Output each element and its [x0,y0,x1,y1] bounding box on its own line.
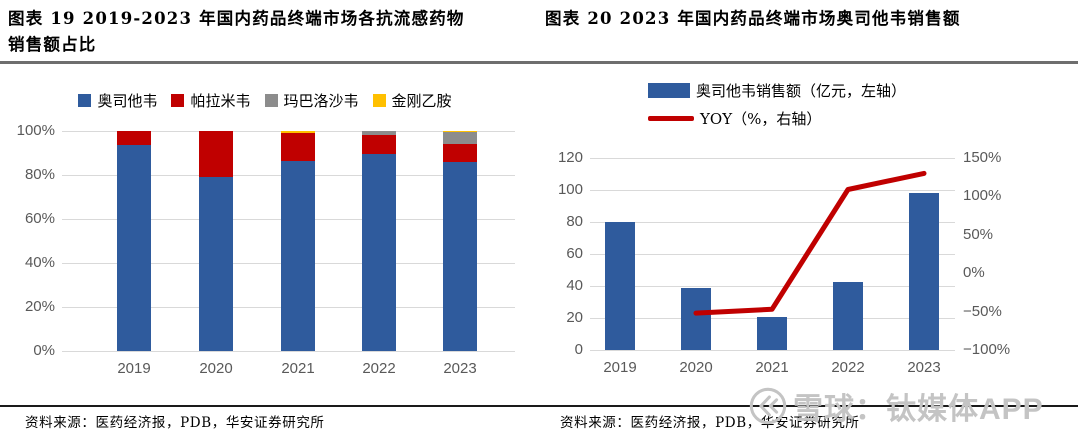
stacked-bar-segment-帕拉米韦 [117,131,151,146]
right-y-axis-tick-label: 50% [963,225,994,243]
legend-line-swatch-icon [648,116,694,121]
sales-bar [681,288,711,350]
gridline [590,157,955,159]
left-y-axis-tick-label: 0 [574,341,583,358]
stacked-bar-segment-帕拉米韦 [362,135,396,155]
x-axis-label: 2021 [281,360,315,377]
x-axis-label: 2023 [443,360,477,377]
legend-bar-swatch-icon [648,83,690,98]
left-y-axis-tick-label: 100 [557,181,583,198]
stacked-bar-segment-帕拉米韦 [281,132,315,161]
legend-item: YOY（%，右轴） [648,108,821,129]
figure20-legend: 奥司他韦销售额（亿元，左轴） YOY（%，右轴） [648,80,906,129]
x-axis-label: 2020 [679,359,713,376]
legend-item: 奥司他韦销售额（亿元，左轴） [648,80,906,101]
x-axis-label: 2019 [117,360,151,377]
left-y-axis-tick-label: 120 [557,149,583,166]
legend-item: 帕拉米韦 [171,90,251,111]
figure20-source: 资料来源：医药经济报，PDB，华安证券研究所 [560,415,860,431]
left-y-axis-tick-label: 60 [566,245,583,262]
y-axis-tick-label: 80% [24,166,55,183]
x-axis-label: 2020 [199,360,233,377]
right-y-axis-tick-label: −100% [963,341,1011,358]
left-y-axis-tick-label: 20 [566,309,583,326]
stacked-bar-segment-玛巴洛沙韦 [443,132,477,145]
stacked-bar-segment-奥司他韦 [199,177,233,351]
stacked-bar-segment-奥司他韦 [117,145,151,351]
figure19-stacked-bar-chart: 0% 20% 40% 60% 80% 100% 2019 2020 2021 2022 2023 [15,120,515,385]
figure20-bar-line-chart: 0 20 40 60 80 100 120 150% 100% 50% 0% −50% −100% 201… [545,149,1078,390]
right-y-axis-tick-label: 100% [963,187,1002,205]
legend-label: YOY（%，右轴） [700,110,822,128]
figure20-title: 图表 20 2023 年国内药品终端市场奥司他韦销售额 [545,9,961,28]
gridline [590,221,955,223]
y-axis-tick-label: 60% [24,210,55,227]
yoy-line [693,170,927,316]
watermark: 雪球：钛媒体APP [748,384,1044,428]
sales-bar [833,281,863,350]
y-axis-tick-label: 100% [16,122,55,139]
legend-label: 金刚乙胺 [391,92,452,110]
stacked-bar-segment-金刚乙胺 [443,131,477,133]
legend-swatch-icon [372,94,386,107]
title-divider-rule [0,61,1078,64]
stacked-bar-segment-帕拉米韦 [443,144,477,162]
stacked-bar-segment-奥司他韦 [443,161,477,351]
left-y-axis-tick-label: 40 [566,277,583,294]
y-axis-tick-label: 40% [24,254,55,271]
gridline [590,349,955,351]
x-axis-label: 2023 [907,359,941,376]
right-y-axis-tick-label: 150% [963,149,1002,166]
sales-bar [909,193,939,350]
figure19-legend: 奥司他韦 帕拉米韦 玛巴洛沙韦 金刚乙胺 [15,90,515,111]
right-y-axis-tick-label: 0% [963,264,985,282]
gridline [590,285,955,287]
x-axis-label: 2019 [603,359,637,376]
y-axis-tick-label: 0% [33,342,55,359]
right-y-axis-tick-label: −50% [963,302,1002,320]
y-axis-tick-label: 20% [24,298,55,315]
legend-label: 玛巴洛沙韦 [283,92,359,110]
stacked-bar-segment-奥司他韦 [362,154,396,351]
legend-item: 奥司他韦 [78,90,157,111]
source-divider-rule [0,405,1078,407]
x-axis-label: 2021 [755,359,789,376]
legend-swatch-icon [78,94,92,107]
gridline [590,189,955,191]
legend-swatch-icon [171,94,185,107]
stacked-bar-segment-玛巴洛沙韦 [362,131,396,136]
watermark-text: 雪球：钛媒体APP [793,393,1044,426]
legend-label: 帕拉米韦 [190,92,251,110]
legend-label: 奥司他韦 [97,92,158,110]
sales-bar [757,317,787,350]
legend-swatch-icon [264,94,278,107]
legend-item: 玛巴洛沙韦 [264,90,359,111]
stacked-bar-segment-帕拉米韦 [199,131,233,178]
xueqiu-logo-icon [749,387,787,425]
gridline [62,350,515,352]
legend-label: 奥司他韦销售额（亿元，左轴） [696,82,907,100]
gridline [590,253,955,255]
x-axis-label: 2022 [831,359,865,376]
stacked-bar-segment-奥司他韦 [281,160,315,351]
stacked-bar-segment-金刚乙胺 [281,131,315,133]
figure19-source: 资料来源：医药经济报，PDB，华安证券研究所 [25,415,325,431]
left-y-axis-tick-label: 80 [566,213,583,230]
legend-item: 金刚乙胺 [372,90,452,111]
x-axis-label: 2022 [362,360,396,377]
figure19-title: 图表 19 2019-2023 年国内药品终端市场各抗流感药物销售额占比 [8,9,465,54]
sales-bar [605,222,635,350]
